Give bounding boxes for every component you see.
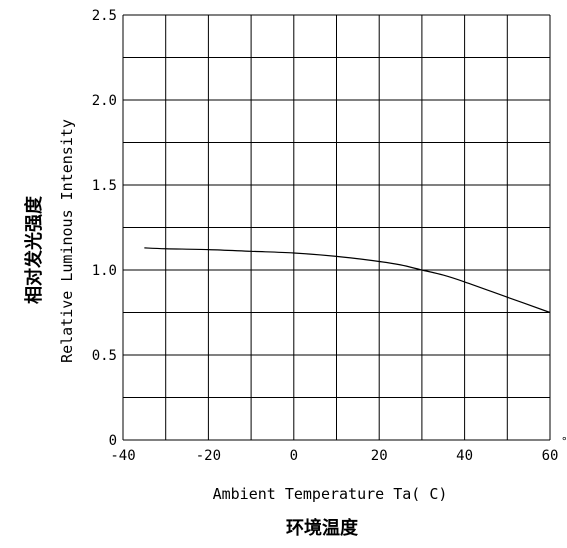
y-tick-label: 1.0 <box>92 263 117 279</box>
y-tick-label: 0 <box>109 433 117 449</box>
x-tick-label: 60 <box>542 448 559 464</box>
y-axis-label-cn: 相对发光强度 <box>23 195 45 304</box>
degree-mark: ° <box>561 435 567 448</box>
x-axis-label: Ambient Temperature Ta( C) <box>213 485 448 503</box>
x-tick-label: -20 <box>196 448 221 464</box>
x-tick-label: 0 <box>290 448 298 464</box>
x-tick-label: 20 <box>371 448 388 464</box>
y-tick-label: 2.0 <box>92 93 117 109</box>
x-tick-label: 40 <box>456 448 473 464</box>
y-axis-label: Relative Luminous Intensity <box>58 119 76 363</box>
y-tick-label: 0.5 <box>92 348 117 364</box>
tick-labels: -40 -20 0 20 40 60 0 0.5 1.0 1.5 2.0 2.5 <box>92 8 559 464</box>
series-line <box>144 247 551 314</box>
x-tick-label: -40 <box>110 448 135 464</box>
y-tick-label: 1.5 <box>92 178 117 194</box>
series <box>144 247 551 314</box>
y-tick-label: 2.5 <box>92 8 117 24</box>
x-axis-label-cn: 环境温度 <box>286 517 359 539</box>
grid <box>122 14 551 441</box>
